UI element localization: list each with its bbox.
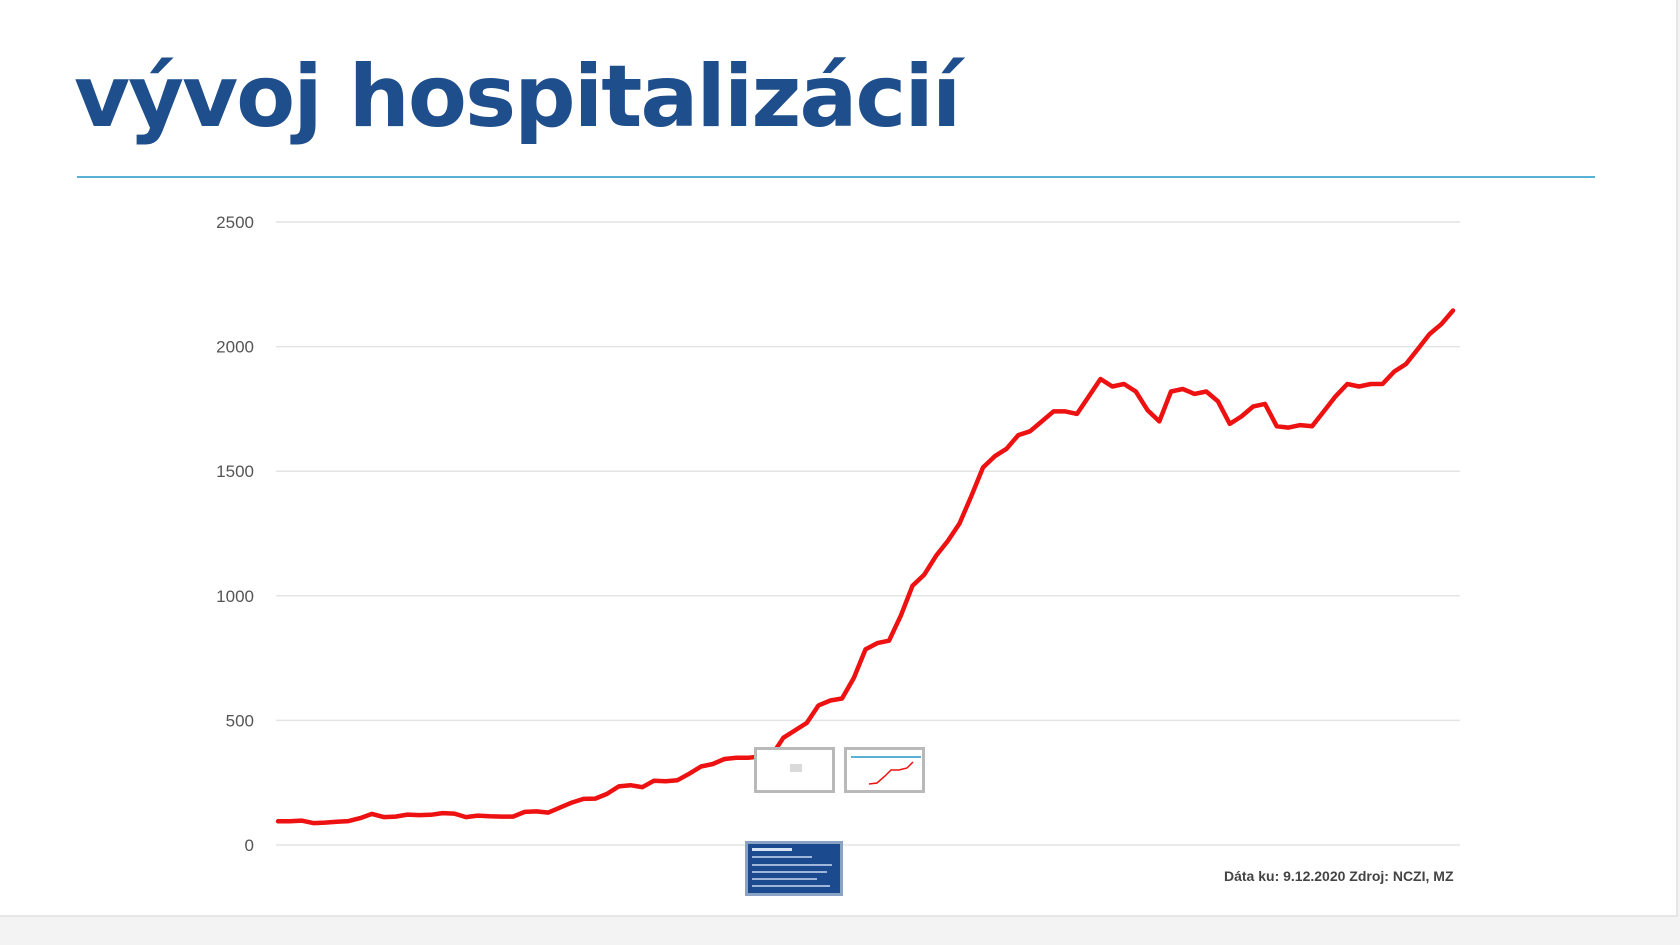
thumbnail-mini-chart-icon xyxy=(868,761,914,785)
thumbnail-text-line xyxy=(752,878,817,880)
thumbnail-text-line xyxy=(752,856,812,858)
thumbnail-title-bar xyxy=(752,848,792,851)
series-line-0 xyxy=(275,308,1456,826)
thumbnail-text-line xyxy=(752,864,832,866)
thumbnail-text-line xyxy=(752,871,827,873)
slide: vývoj hospitalizácií 0 500 1000 1500 2000 250… xyxy=(0,0,1678,917)
slide-title: vývoj hospitalizácií xyxy=(74,47,961,147)
title-divider xyxy=(77,176,1595,178)
y-tick-label: 500 xyxy=(226,711,254,730)
slide-thumbnail-chart[interactable] xyxy=(844,747,925,793)
slide-thumbnail-text[interactable] xyxy=(745,841,843,896)
y-tick-label: 1000 xyxy=(216,587,254,606)
source-note: Dáta ku: 9.12.2020 Zdroj: NCZI, MZ xyxy=(1224,868,1454,884)
hospitalizations-line-chart: 0 500 1000 1500 2000 2500 xyxy=(216,213,1460,855)
y-tick-label: 2000 xyxy=(216,338,254,357)
y-tick-label: 2500 xyxy=(216,213,254,232)
thumbnail-text-line xyxy=(752,885,830,887)
slide-thumbnail-blank[interactable] xyxy=(754,747,835,793)
y-tick-label: 1500 xyxy=(216,462,254,481)
thumbnail-placeholder-icon xyxy=(790,764,802,772)
thumbnail-rule xyxy=(851,756,921,758)
y-tick-label: 0 xyxy=(245,836,254,855)
